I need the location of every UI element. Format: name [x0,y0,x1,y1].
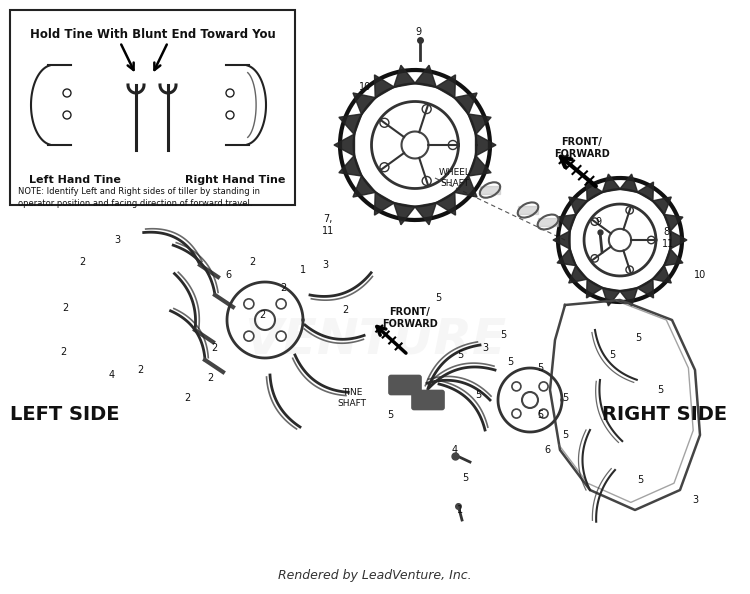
Text: 5: 5 [634,333,641,343]
Polygon shape [468,156,491,176]
Text: 3: 3 [322,260,328,270]
Text: NOTE: Identify Left and Right sides of tiller by standing in
operator position a: NOTE: Identify Left and Right sides of t… [18,187,260,208]
Polygon shape [468,114,491,135]
Text: WHEEL
SHAFT: WHEEL SHAFT [439,168,471,188]
Text: 5: 5 [462,473,468,483]
Polygon shape [374,192,394,215]
Polygon shape [620,174,638,192]
Text: 2: 2 [211,343,218,353]
Text: TINE
SHAFT: TINE SHAFT [338,388,367,407]
Text: 10: 10 [694,270,706,280]
Polygon shape [538,218,558,226]
Polygon shape [586,182,603,201]
Polygon shape [454,175,477,197]
Polygon shape [568,265,587,283]
Text: 5: 5 [537,410,543,420]
FancyBboxPatch shape [389,375,421,394]
Text: 2: 2 [280,283,286,293]
Text: 6: 6 [544,445,550,455]
Text: 6: 6 [225,270,231,280]
Text: 2: 2 [79,257,85,267]
Text: 5: 5 [435,293,441,303]
Text: 2: 2 [184,393,190,403]
Text: 2: 2 [342,305,348,315]
Polygon shape [652,265,671,283]
Text: Right Hand Tine: Right Hand Tine [184,175,285,185]
Text: Hold Tine With Blunt End Toward You: Hold Tine With Blunt End Toward You [30,28,275,41]
Polygon shape [553,231,570,249]
Text: 1: 1 [300,265,306,275]
Text: 5: 5 [387,410,393,420]
Text: 4: 4 [452,445,458,455]
Polygon shape [394,65,416,87]
Polygon shape [436,192,455,215]
Text: 10: 10 [358,82,371,92]
Polygon shape [638,279,653,298]
Polygon shape [480,186,500,194]
Text: 5: 5 [657,385,663,395]
Bar [10,10,295,205]
FancyBboxPatch shape [412,390,444,409]
Polygon shape [586,279,603,298]
Text: 9: 9 [415,27,421,37]
Text: 2: 2 [207,373,213,383]
Text: 3: 3 [114,235,120,245]
Text: 3: 3 [692,495,698,505]
Polygon shape [436,75,455,98]
Text: 5: 5 [500,330,506,340]
Polygon shape [670,231,687,249]
Text: 5: 5 [562,430,568,440]
Text: 1: 1 [457,505,463,515]
Polygon shape [664,214,683,232]
Text: 3: 3 [482,343,488,353]
Text: VENTURE: VENTURE [244,316,506,364]
Text: 5: 5 [507,357,513,367]
Polygon shape [568,197,587,215]
Polygon shape [664,248,683,266]
Text: LEFT SIDE: LEFT SIDE [10,406,120,425]
Text: 2: 2 [259,310,266,320]
Polygon shape [557,248,576,266]
Polygon shape [334,134,355,156]
Text: Rendered by LeadVenture, Inc.: Rendered by LeadVenture, Inc. [278,569,472,582]
Text: 5: 5 [637,475,643,485]
Text: 5: 5 [475,390,482,400]
Text: 2: 2 [62,303,68,313]
Text: 4: 4 [109,370,115,380]
Polygon shape [374,75,394,98]
Text: 8,
11: 8, 11 [662,227,674,249]
Polygon shape [339,156,362,176]
Text: RIGHT SIDE: RIGHT SIDE [602,406,728,425]
Polygon shape [415,203,436,225]
Polygon shape [652,197,671,215]
Text: 2: 2 [60,347,66,357]
Text: 5: 5 [562,393,568,403]
Polygon shape [602,174,620,192]
Text: 5: 5 [537,363,543,373]
Polygon shape [339,114,362,135]
Polygon shape [602,287,620,306]
Polygon shape [353,93,376,115]
Polygon shape [476,134,496,156]
Polygon shape [394,203,416,225]
Polygon shape [353,175,376,197]
Polygon shape [518,206,538,214]
Polygon shape [638,182,653,201]
Text: FRONT/
FORWARD: FRONT/ FORWARD [554,137,610,159]
Polygon shape [415,65,436,87]
Text: 2: 2 [136,365,143,375]
Text: 5: 5 [457,350,463,360]
Text: 2: 2 [249,257,255,267]
Text: Left Hand Tine: Left Hand Tine [29,175,121,185]
Text: 5: 5 [609,350,615,360]
Text: 7,
11: 7, 11 [322,214,334,236]
Polygon shape [620,287,638,306]
Text: 9: 9 [595,217,601,227]
Text: FRONT/
FORWARD: FRONT/ FORWARD [382,307,438,329]
Polygon shape [557,214,576,232]
Polygon shape [454,93,477,115]
